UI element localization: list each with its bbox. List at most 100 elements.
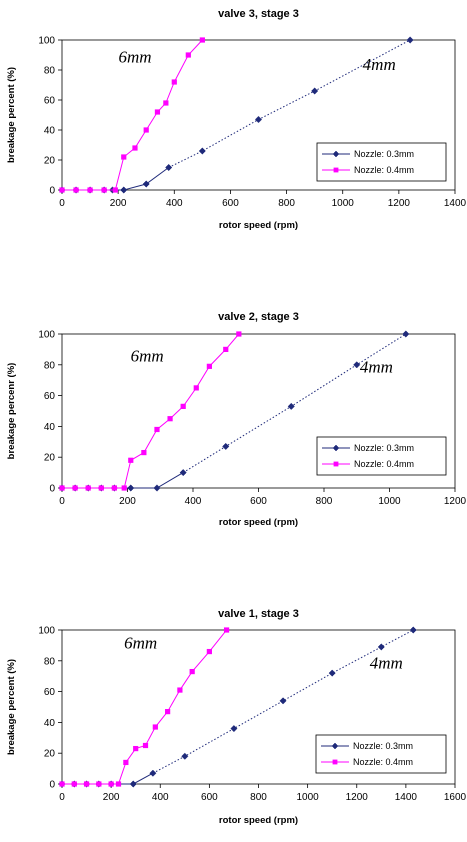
- x-tick-label: 1200: [346, 792, 369, 803]
- y-tick-label: 20: [44, 453, 56, 464]
- data-point-square: [180, 403, 186, 409]
- y-tick-label: 60: [44, 96, 56, 107]
- data-point-square: [163, 100, 169, 106]
- x-tick-label: 1000: [297, 792, 320, 803]
- data-point-diamond: [287, 402, 295, 410]
- data-point-diamond: [254, 115, 263, 124]
- data-point-square: [143, 127, 149, 133]
- data-point-square: [165, 709, 171, 715]
- series-2: [59, 627, 230, 787]
- x-tick-label: 1200: [388, 198, 411, 209]
- data-point-diamond: [153, 484, 161, 492]
- data-point-square: [59, 187, 65, 193]
- x-tick-label: 1600: [444, 792, 467, 803]
- data-point-square: [101, 187, 107, 193]
- legend-label: Nozzle: 0.4mm: [353, 757, 413, 767]
- series-2: [59, 331, 242, 491]
- legend-label: Nozzle: 0.3mm: [354, 149, 414, 159]
- data-point-diamond: [332, 444, 340, 452]
- data-point-square: [193, 385, 199, 391]
- data-point-diamond: [279, 697, 287, 705]
- data-point-square: [98, 485, 104, 491]
- x-tick-label: 400: [152, 792, 169, 803]
- series-line-solid: [62, 167, 169, 191]
- series-line-solid: [62, 629, 227, 785]
- curve-annotation: 6mm: [118, 48, 151, 67]
- x-tick-label: 1000: [332, 198, 355, 209]
- x-tick-label: 0: [59, 198, 65, 209]
- data-point-square: [83, 781, 90, 787]
- x-tick-label: 0: [59, 496, 65, 507]
- x-axis-label: rotor speed (rpm): [219, 220, 298, 231]
- data-point-square: [112, 187, 118, 193]
- data-point-square: [223, 346, 229, 352]
- y-tick-label: 100: [38, 626, 55, 637]
- curve-annotation: 6mm: [131, 347, 164, 366]
- data-point-diamond: [120, 186, 128, 194]
- data-point-diamond: [165, 163, 173, 172]
- data-point-diamond: [353, 361, 361, 369]
- y-axis-label: breakage percent (%): [6, 67, 17, 163]
- legend-label: Nozzle: 0.4mm: [354, 165, 414, 175]
- data-point-square: [223, 627, 230, 633]
- data-point-square: [199, 37, 205, 43]
- x-tick-label: 1400: [444, 198, 467, 209]
- y-tick-label: 0: [49, 186, 55, 197]
- legend-box: [316, 142, 447, 182]
- data-point-diamond: [149, 769, 157, 777]
- legend-label: Nozzle: 0.3mm: [354, 443, 414, 453]
- data-point-diamond: [402, 330, 410, 338]
- chart-title: valve 3, stage 3: [218, 8, 299, 20]
- data-point-square: [236, 331, 242, 337]
- y-tick-label: 60: [44, 391, 56, 402]
- data-point-diamond: [331, 742, 339, 750]
- data-point-square: [167, 416, 173, 422]
- data-point-square: [154, 426, 160, 433]
- data-point-square: [121, 154, 127, 160]
- x-tick-label: 200: [103, 792, 120, 803]
- data-point-square: [152, 724, 158, 730]
- y-tick-label: 0: [49, 780, 55, 791]
- data-point-diamond: [328, 669, 336, 677]
- y-tick-label: 80: [44, 656, 56, 667]
- x-tick-label: 200: [110, 198, 127, 209]
- data-point-square: [154, 109, 161, 115]
- data-point-diamond: [222, 442, 230, 450]
- data-point-square: [333, 167, 339, 173]
- x-tick-label: 400: [166, 198, 183, 209]
- data-point-square: [142, 742, 149, 749]
- x-axis-label: rotor speed (rpm): [219, 517, 298, 528]
- data-point-square: [171, 79, 177, 85]
- legend-box: [315, 734, 447, 774]
- data-point-square: [108, 781, 114, 787]
- curve-annotation: 4mm: [370, 654, 403, 673]
- data-point-square: [59, 781, 65, 787]
- data-point-diamond: [198, 147, 206, 155]
- x-axis-label: rotor speed (rpm): [219, 815, 298, 826]
- data-point-square: [111, 485, 117, 491]
- curve-annotation: 4mm: [363, 55, 396, 74]
- curve-annotation: 4mm: [360, 358, 393, 377]
- data-point-square: [87, 187, 93, 193]
- data-point-square: [185, 52, 191, 58]
- data-point-square: [59, 485, 65, 491]
- data-point-square: [177, 687, 183, 693]
- data-point-square: [333, 461, 339, 467]
- y-tick-label: 0: [49, 484, 55, 495]
- y-axis-label: breakage percent (%): [6, 659, 17, 755]
- data-point-diamond: [142, 180, 150, 188]
- x-tick-label: 1400: [395, 792, 418, 803]
- data-point-square: [133, 745, 139, 752]
- data-point-diamond: [332, 150, 340, 158]
- data-point-diamond: [127, 484, 135, 492]
- x-tick-label: 800: [316, 496, 333, 507]
- y-tick-label: 40: [44, 718, 56, 729]
- legend: Nozzle: 0.3mm Nozzle: 0.4mm: [315, 734, 447, 774]
- curve-annotation: 6mm: [124, 633, 157, 652]
- plot-area-frame: [61, 39, 456, 191]
- data-point-square: [96, 781, 102, 787]
